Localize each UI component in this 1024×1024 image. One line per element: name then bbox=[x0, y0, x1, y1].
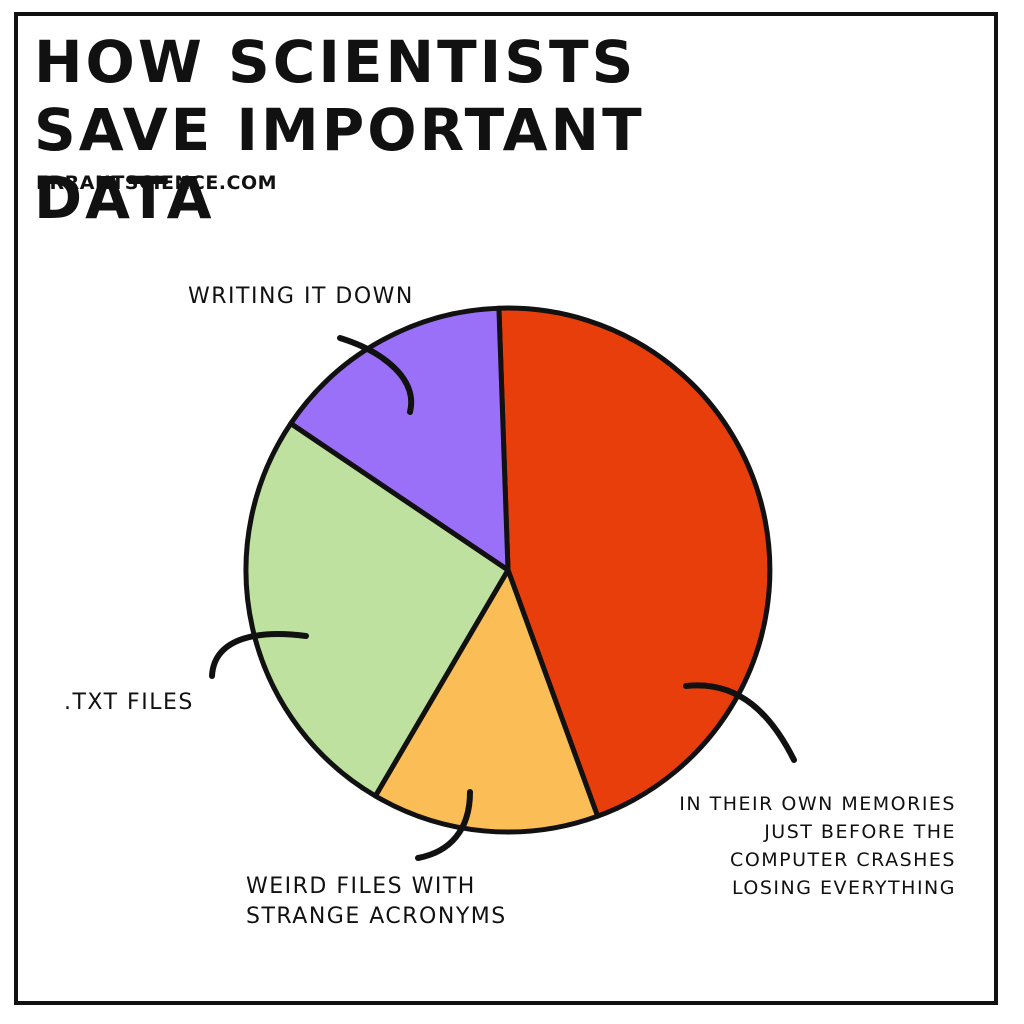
slice-label-txt: .TXT files bbox=[64, 690, 194, 715]
slice-label-memories: In their own memories just before the co… bbox=[679, 793, 956, 899]
site-credit: ErrantScience.com bbox=[36, 172, 278, 194]
leader-line-weird bbox=[415, 789, 473, 861]
pie-slice-weird bbox=[372, 567, 601, 835]
pie-slice-txt bbox=[243, 421, 511, 799]
leader-line-memories bbox=[683, 682, 797, 763]
pie-slice-memories bbox=[496, 305, 773, 819]
leader-line-txt bbox=[209, 631, 309, 679]
pie-slices bbox=[243, 305, 773, 835]
leader-line-writing bbox=[337, 335, 415, 415]
slice-label-writing: Writing it down bbox=[188, 284, 414, 309]
slice-label-weird: Weird files with strange acronyms bbox=[246, 874, 507, 929]
chart-title: How scientists save important data bbox=[34, 28, 645, 232]
pie-slice-writing bbox=[288, 305, 511, 573]
